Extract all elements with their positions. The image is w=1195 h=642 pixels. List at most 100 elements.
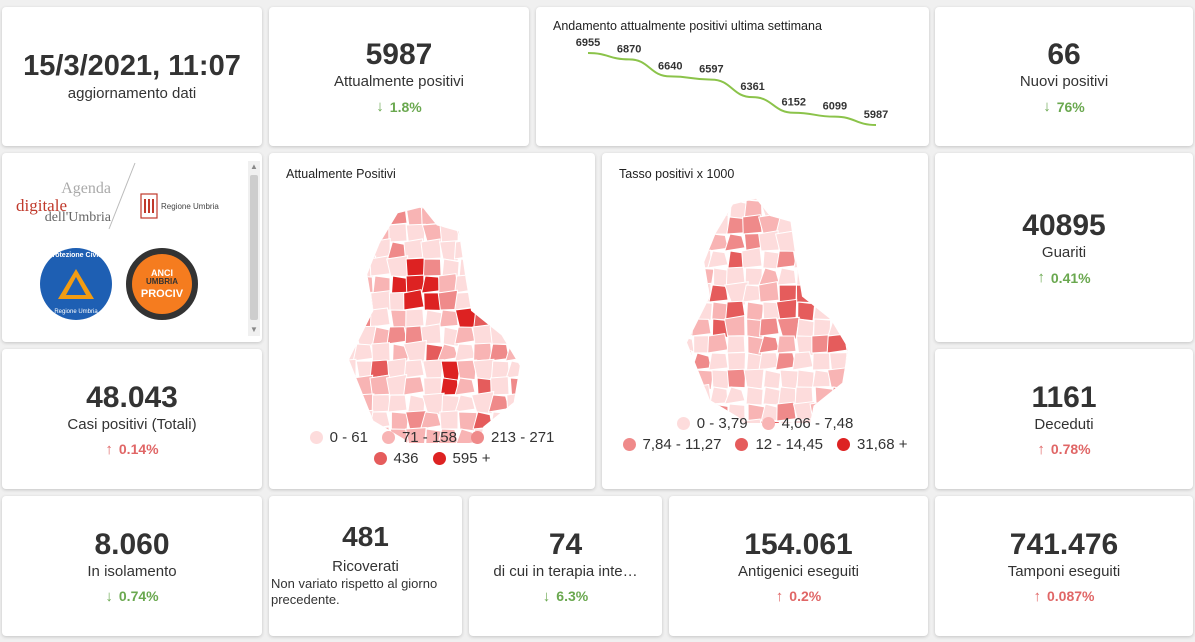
municipality-area[interactable]	[420, 238, 442, 260]
municipality-area[interactable]	[810, 183, 831, 201]
municipality-area[interactable]	[846, 335, 864, 354]
municipality-area[interactable]	[420, 323, 442, 345]
municipality-area[interactable]	[454, 291, 476, 311]
municipality-area[interactable]	[796, 369, 815, 389]
legend-item[interactable]: 31,68 +	[837, 436, 907, 453]
municipality-area[interactable]	[845, 216, 864, 235]
municipality-area[interactable]	[692, 198, 713, 219]
municipality-area[interactable]	[373, 191, 392, 210]
municipality-area[interactable]	[710, 183, 733, 205]
legend-item[interactable]: 7,84 - 11,27	[622, 436, 721, 453]
municipality-area[interactable]	[726, 368, 747, 389]
municipality-area[interactable]	[846, 250, 865, 270]
municipality-area[interactable]	[810, 250, 831, 269]
municipality-area[interactable]	[847, 301, 867, 323]
municipality-area[interactable]	[523, 327, 543, 344]
municipality-area[interactable]	[723, 386, 746, 405]
municipality-area[interactable]	[472, 324, 493, 345]
municipality-area[interactable]	[438, 191, 459, 209]
municipality-area[interactable]	[336, 272, 360, 297]
municipality-area[interactable]	[475, 224, 494, 244]
municipality-area[interactable]	[691, 282, 712, 303]
municipality-area[interactable]	[352, 343, 374, 362]
municipality-area[interactable]	[793, 418, 814, 423]
municipality-area[interactable]	[404, 427, 427, 443]
municipality-area[interactable]	[358, 224, 377, 246]
attuali-card[interactable]: 5987 Attualmente positivi ↓ 1.8%	[269, 7, 529, 146]
municipality-area[interactable]	[708, 352, 729, 371]
municipality-area[interactable]	[491, 309, 510, 328]
municipality-area[interactable]	[812, 267, 831, 286]
municipality-area[interactable]	[403, 289, 425, 311]
municipality-area[interactable]	[422, 258, 442, 277]
municipality-area[interactable]	[353, 409, 374, 430]
municipality-area[interactable]	[471, 238, 493, 260]
municipality-area[interactable]	[336, 191, 357, 209]
municipality-area[interactable]	[707, 333, 729, 354]
municipality-area[interactable]	[674, 349, 695, 371]
municipality-area[interactable]	[758, 281, 780, 303]
legend-item[interactable]: 0 - 3,79	[676, 415, 748, 432]
municipality-area[interactable]	[507, 308, 528, 330]
municipality-area[interactable]	[676, 199, 695, 218]
municipality-area[interactable]	[472, 358, 495, 381]
municipality-area[interactable]	[747, 403, 766, 423]
municipality-area[interactable]	[525, 276, 543, 293]
municipality-area[interactable]	[439, 223, 460, 244]
municipality-area[interactable]	[369, 411, 391, 430]
municipality-area[interactable]	[454, 428, 476, 443]
municipality-area[interactable]	[387, 394, 408, 413]
legend-item[interactable]: 213 - 271	[471, 429, 554, 446]
municipality-area[interactable]	[813, 284, 833, 305]
municipality-area[interactable]	[812, 199, 831, 218]
municipality-area[interactable]	[471, 275, 493, 294]
municipality-area[interactable]	[828, 284, 848, 303]
municipality-area[interactable]	[507, 410, 526, 430]
municipality-area[interactable]	[774, 229, 798, 253]
legend-item[interactable]: 4,06 - 7,48	[761, 415, 853, 432]
municipality-area[interactable]	[741, 247, 763, 269]
municipality-area[interactable]	[796, 267, 815, 287]
municipality-area[interactable]	[793, 250, 814, 269]
municipality-area[interactable]	[387, 207, 408, 226]
antigenici-card[interactable]: 154.061 Antigenici eseguiti ↑ 0.2%	[669, 496, 928, 636]
municipality-area[interactable]	[826, 333, 848, 354]
municipality-area[interactable]	[370, 207, 391, 226]
municipality-area[interactable]	[845, 198, 864, 219]
municipality-area[interactable]	[694, 369, 715, 391]
municipality-area[interactable]	[460, 191, 479, 212]
municipality-area[interactable]	[724, 233, 746, 252]
municipality-area[interactable]	[508, 241, 526, 260]
municipality-area[interactable]	[776, 183, 798, 202]
municipality-area[interactable]	[454, 343, 476, 362]
municipality-area[interactable]	[454, 306, 478, 330]
municipality-area[interactable]	[473, 191, 496, 212]
municipality-area[interactable]	[829, 386, 848, 405]
municipality-area[interactable]	[354, 207, 374, 226]
municipality-area[interactable]	[489, 411, 510, 430]
municipality-area[interactable]	[762, 250, 781, 270]
scroll-down-icon[interactable]: ▼	[250, 325, 258, 334]
municipality-area[interactable]	[337, 377, 357, 396]
municipality-area[interactable]	[776, 401, 797, 422]
logos-scrollbar[interactable]: ▲ ▼	[248, 161, 260, 336]
municipality-area[interactable]	[355, 191, 374, 209]
scroll-up-icon[interactable]: ▲	[250, 162, 258, 171]
municipality-area[interactable]	[524, 191, 543, 208]
municipality-area[interactable]	[844, 316, 868, 340]
municipality-area[interactable]	[456, 359, 478, 381]
map2-umbria-map[interactable]	[602, 183, 928, 423]
municipality-area[interactable]	[813, 318, 832, 338]
municipality-area[interactable]	[674, 183, 695, 201]
municipality-area[interactable]	[407, 394, 426, 414]
municipality-area[interactable]	[724, 314, 746, 337]
municipality-area[interactable]	[677, 216, 696, 236]
municipality-area[interactable]	[726, 335, 746, 354]
municipality-area[interactable]	[795, 216, 816, 237]
municipality-area[interactable]	[829, 233, 848, 253]
municipality-area[interactable]	[797, 233, 816, 254]
municipality-area[interactable]	[780, 420, 799, 423]
legend-item[interactable]: 12 - 14,45	[735, 436, 823, 453]
municipality-area[interactable]	[775, 298, 798, 321]
municipality-area[interactable]	[507, 275, 526, 294]
